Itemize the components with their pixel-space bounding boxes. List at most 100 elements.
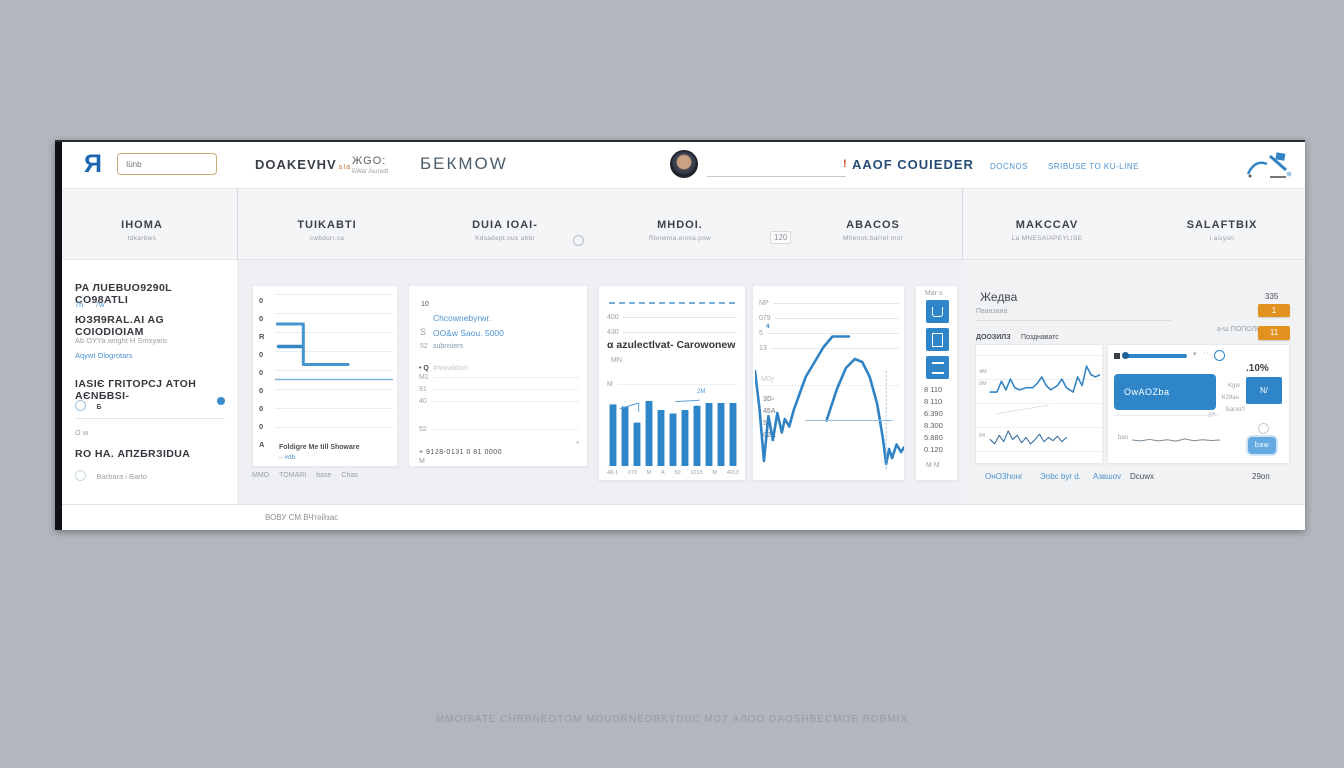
row-label: 52: [419, 426, 427, 433]
header-link-subscribe[interactable]: SRIBUSE TO KU-LINE: [1048, 162, 1139, 171]
percent-value: .10%: [1246, 363, 1269, 374]
ytick: 0: [259, 404, 264, 413]
chart-subtitle: MN: [611, 357, 622, 364]
button-note: #P: [1208, 413, 1216, 419]
sidebar-heading-1: PA ЛUEBUO9290L CO98ATLI: [75, 282, 172, 306]
history-icon[interactable]: [1258, 423, 1269, 434]
xtick: M: [712, 470, 717, 476]
tab-abacos[interactable]: ABACOS Mhenok.barret mor: [843, 219, 903, 242]
panel-footer-link[interactable]: Эobc byr d.: [1040, 472, 1081, 481]
dots-icon[interactable]: ··: [1203, 350, 1210, 357]
search-input[interactable]: [117, 153, 217, 175]
secondary-action-button[interactable]: baw: [1248, 437, 1276, 454]
ytick: 0: [259, 368, 264, 377]
phone-number: + 9128-0131 0 81 0000: [419, 449, 503, 456]
spark-tick: 0M: [979, 381, 987, 387]
footer-link[interactable]: TOMARI: [279, 472, 307, 479]
sidebar-row-item[interactable]: Б: [75, 396, 225, 414]
sidebar-link-1b[interactable]: 7w: [95, 300, 105, 309]
orange-badge-2[interactable]: 11: [1258, 326, 1290, 340]
header-link-docs[interactable]: DOCNOS: [990, 162, 1029, 171]
spark-tick: 04: [979, 433, 986, 439]
card-step-chart: 0 0 R 0 0 0 0 0 A Foldigre Me till Showare –…: [252, 285, 398, 467]
footer-link[interactable]: base: [316, 472, 332, 479]
nav1-label: DOAKEVHV: [255, 157, 337, 172]
user-avatar[interactable]: [670, 150, 698, 178]
sidebar-small-text: Ω w: [75, 428, 89, 437]
list-link-primary[interactable]: Chcownebyrwr.: [433, 313, 492, 323]
sidebar-link-2[interactable]: Aqywt Ologrotars: [75, 351, 133, 360]
primary-action-button[interactable]: OwAOZbа: [1114, 374, 1216, 410]
tab-subtitle: Mhenok.barret mor: [842, 235, 904, 242]
tab-title: IHOMA: [121, 219, 163, 231]
footer-link[interactable]: MMO: [252, 472, 270, 479]
tab-makccav[interactable]: MAKCCAV La MNESAIAPEYLISE: [1012, 219, 1083, 242]
metric-value: 8.300: [924, 421, 943, 430]
panel-footer-link[interactable]: Азвшоv: [1093, 472, 1122, 481]
gridline: [772, 303, 899, 304]
beaker-icon[interactable]: [926, 300, 949, 323]
grid-row: 13: [759, 345, 899, 352]
row-label: M: [419, 458, 425, 465]
dotted-divider: [759, 385, 899, 386]
curve-chart: [755, 326, 904, 476]
right-panel: Жедва Пванзана ДООЗИЛЗ Позднаватс а-ш ПО…: [962, 260, 1305, 505]
gridline-label: 5: [759, 330, 763, 337]
tab-home[interactable]: IHOMA tdkarbws: [121, 219, 163, 242]
tab-dialog[interactable]: DUIA IOAI- Kdsadept.nus abbr: [472, 219, 538, 242]
tab-model[interactable]: MHDOI. Rbnwma.enma.pow: [649, 219, 711, 242]
header-text-field[interactable]: [707, 154, 846, 177]
footer-link[interactable]: Chas: [341, 472, 358, 479]
tab-count-badge: 120: [770, 231, 792, 244]
sidebar-item-label: Б: [96, 404, 102, 411]
row-label: M1: [419, 374, 429, 381]
grid-row: 430: [607, 329, 737, 336]
blue-tile[interactable]: N/: [1246, 377, 1282, 404]
panel-footer-link[interactable]: Dcuwx: [1130, 472, 1155, 481]
bar-chart: [609, 396, 737, 466]
metric-value: 6.390: [924, 409, 943, 418]
document-icon[interactable]: [926, 328, 949, 351]
panel-footer-link[interactable]: ОнОЗhонг: [985, 472, 1023, 481]
star-icon: *: [576, 441, 579, 448]
tab-salatbix[interactable]: SALAFTBIX i asiyon: [1187, 219, 1258, 242]
app-logo[interactable]: Я: [84, 150, 102, 178]
caret-icon[interactable]: ▾: [1193, 351, 1197, 358]
panel-title: Жедва: [980, 290, 1018, 304]
gear-icon[interactable]: [573, 235, 584, 246]
ytick: 0: [259, 314, 264, 323]
account-brand[interactable]: ААОF COUIЕDЕR: [852, 157, 974, 172]
tab-title: MHDOI.: [657, 219, 703, 231]
nav-item-primary[interactable]: DOAKEVHV sIa: [255, 157, 351, 172]
slider-knob[interactable]: [1122, 352, 1129, 359]
phone-row[interactable]: + 9128-0131 0 81 0000 *: [419, 441, 579, 459]
gear-icon[interactable]: [1214, 350, 1225, 361]
nav-item-tertiary[interactable]: БЕКМОW: [420, 154, 508, 173]
xtick: 1013: [690, 470, 703, 476]
metric-value: 5.880: [924, 433, 943, 442]
list-icon[interactable]: [926, 356, 949, 379]
watermark-caption: MMOISATE CHRBNEOTOM MOUDRNEOBKYDIIC MD7 …: [435, 714, 909, 725]
refresh-icon: S: [420, 327, 427, 337]
handle-icon[interactable]: [1114, 353, 1120, 359]
status-ring-icon: [75, 400, 86, 411]
list-row-q[interactable]: • Q #wwwbbon: [419, 357, 468, 375]
tab-subtitle: Rbnwma.enma.pow: [649, 235, 711, 242]
sidebar-link-1a[interactable]: 7n: [75, 300, 84, 309]
progress-slider[interactable]: [1125, 354, 1187, 358]
mini-label-2: К29ан: [1222, 395, 1239, 401]
orange-badge-1[interactable]: 1: [1258, 304, 1290, 317]
panel-row: ДООЗИЛЗ Позднаватс а-ш ПОПОЛЬЗОВА В: [976, 326, 1286, 344]
row-line: [432, 377, 579, 378]
tab-subtitle: cwbdurr.ca: [309, 235, 345, 242]
ytick: 0: [259, 422, 264, 431]
nav-item-secondary[interactable]: ЖGO: БWar Аштеdt: [352, 155, 388, 175]
card-bar-chart: 400 430 α azulectlvat- Carowonew MN M 2M…: [598, 285, 746, 481]
tab-target[interactable]: TUIKABTI cwbdurr.ca: [297, 219, 356, 242]
nav1-suffix: sIa: [338, 164, 352, 171]
list-link-secondary[interactable]: OO&w Saou. 5000: [433, 328, 504, 338]
curve-label: 02A: [763, 432, 776, 439]
sidebar-row-item-2[interactable]: Barbara i Barto: [75, 466, 147, 484]
tab-subtitle: tdkarbws: [127, 235, 157, 242]
